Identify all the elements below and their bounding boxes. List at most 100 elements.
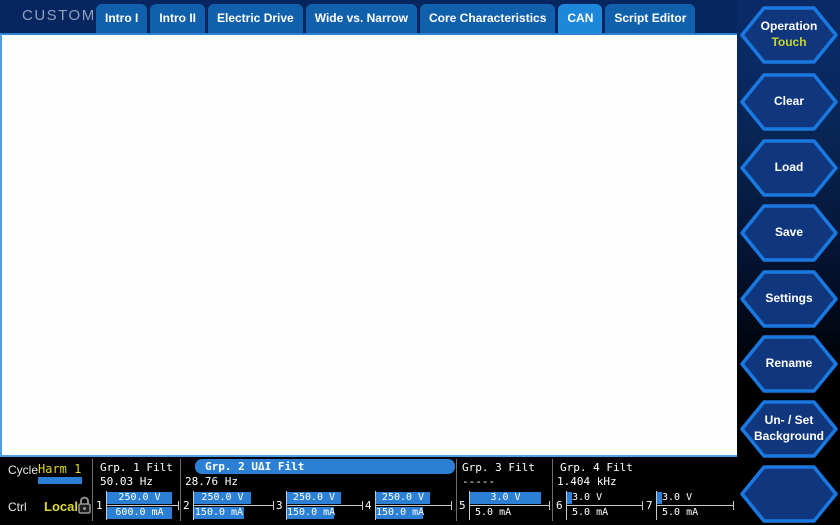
voltage-range-bar: [376, 492, 430, 504]
sync-source-label: Cycle: [8, 463, 39, 477]
tab-wide-vs-narrow[interactable]: Wide vs. Narrow: [305, 4, 417, 33]
group-header-2-selected[interactable]: Grp. 2 UΔI Filt: [195, 459, 455, 474]
range-start-tick: [106, 491, 107, 520]
current-range-value: 5.0 mA: [662, 507, 699, 518]
hexagon-label: Save: [774, 225, 804, 240]
tab-electric-drive[interactable]: Electric Drive: [208, 4, 303, 33]
hexagon-shape: [740, 6, 838, 64]
screen-mode-label: CUSTOM: [22, 7, 96, 24]
sidebar-button-settings[interactable]: Settings: [739, 269, 839, 329]
current-range-value: 5.0 mA: [572, 507, 609, 518]
range-axis: [566, 505, 643, 506]
channel-2-range[interactable]: 2 250.0 V 150.0 mA: [183, 489, 275, 523]
voltage-range-bar: [470, 492, 541, 504]
channel-number: 3: [276, 499, 283, 512]
sidebar: Operation Touch Clear Load Save Settings Renam…: [737, 0, 840, 525]
sidebar-button-operation[interactable]: Operation Touch: [739, 5, 839, 65]
channel-1-range[interactable]: 1 250.0 V 600.0 mA: [96, 489, 180, 523]
sync-progress-bar: [38, 477, 82, 484]
current-range-bar: [107, 507, 172, 519]
voltage-range-value: 3.0 V: [572, 492, 603, 503]
group-header-4[interactable]: Grp. 4 Filt: [560, 461, 633, 474]
group-header-1[interactable]: Grp. 1 Filt: [100, 461, 173, 474]
hexagon-label: Operation Touch: [760, 19, 818, 49]
sidebar-button-clear[interactable]: Clear: [739, 72, 839, 132]
range-start-tick: [566, 491, 567, 520]
voltage-range-bar: [287, 492, 341, 504]
control-mode-value[interactable]: Local: [44, 499, 78, 514]
range-axis: [193, 505, 274, 506]
channel-4-range[interactable]: 4 250.0 V 150.0 mA: [365, 489, 453, 523]
channel-number: 1: [96, 499, 103, 512]
voltage-range-bar: [194, 492, 251, 504]
channel-number: 5: [459, 499, 466, 512]
control-mode-label: Ctrl: [8, 500, 27, 514]
tab-bar: Intro I Intro II Electric Drive Wide vs. Na…: [96, 4, 696, 33]
voltage-range-value: 250.0 V: [201, 492, 244, 503]
group-header-3[interactable]: Grp. 3 Filt: [462, 461, 535, 474]
group-2-frequency: 28.76 Hz: [185, 475, 238, 488]
tab-core-characteristics[interactable]: Core Characteristics: [419, 4, 556, 33]
range-end-tick: [733, 501, 734, 510]
hexagon-shape: [740, 73, 838, 131]
sidebar-button-save[interactable]: Save: [739, 203, 839, 263]
hexagon-label: Settings: [765, 291, 813, 306]
voltage-range-value: 250.0 V: [118, 492, 161, 503]
range-axis: [375, 505, 452, 506]
range-axis: [469, 505, 550, 506]
current-range-bar: [376, 507, 423, 519]
voltage-range-value: 3.0 V: [490, 492, 521, 503]
range-start-tick: [469, 491, 470, 520]
range-start-tick: [286, 491, 287, 520]
statusbar-divider: [456, 459, 457, 521]
channel-3-range[interactable]: 3 250.0 V 150.0 mA: [276, 489, 364, 523]
statusbar-divider: [92, 459, 93, 521]
hexagon-shape: [740, 139, 838, 197]
sidebar-button-load[interactable]: Load: [739, 138, 839, 198]
hexagon-label: [739, 464, 839, 524]
sidebar-button-un-set[interactable]: Un- / Set Background: [739, 399, 839, 459]
hexagon-label: Clear: [773, 94, 805, 109]
tab-can[interactable]: CAN: [558, 4, 603, 33]
group-1-frequency: 50.03 Hz: [100, 475, 153, 488]
main-panel: [0, 33, 739, 457]
range-end-tick: [273, 501, 274, 510]
tab-intro-i[interactable]: Intro I: [96, 4, 148, 33]
hexagon-shape: [740, 270, 838, 328]
statusbar-divider: [180, 459, 181, 521]
tab-script-editor[interactable]: Script Editor: [605, 4, 696, 33]
voltage-range-value: 3.0 V: [662, 492, 693, 503]
channel-6-range[interactable]: 6 3.0 V 5.0 mA: [556, 489, 644, 523]
statusbar-divider: [552, 459, 553, 521]
range-end-tick: [549, 501, 550, 510]
channel-7-range[interactable]: 7 3.0 V 5.0 mA: [646, 489, 735, 523]
hexagon-label: Load: [774, 160, 804, 175]
group-4-frequency: 1.404 kHz: [557, 475, 617, 488]
channel-5-range[interactable]: 5 3.0 V 5.0 mA: [459, 489, 551, 523]
current-range-value: 150.0 mA: [376, 507, 425, 518]
current-range-value: 150.0 mA: [287, 507, 336, 518]
hexagon-label: Rename: [765, 356, 813, 371]
voltage-range-bar: [567, 492, 572, 504]
hexagon-shape: [740, 465, 838, 523]
range-start-tick: [656, 491, 657, 520]
hexagon-shape: [740, 400, 838, 458]
range-axis: [286, 505, 363, 506]
sync-source-value[interactable]: Harm 1: [38, 462, 82, 476]
hexagon-shape: [740, 335, 838, 393]
range-end-tick: [451, 501, 452, 510]
hexagon-shape: [740, 204, 838, 262]
range-end-tick: [642, 501, 643, 510]
current-range-value: 150.0 mA: [194, 507, 244, 518]
sidebar-button-blank[interactable]: [739, 464, 839, 524]
lock-icon[interactable]: [77, 495, 92, 514]
voltage-range-value: 250.0 V: [292, 492, 336, 503]
tab-intro-ii[interactable]: Intro II: [150, 4, 205, 33]
status-bar: Cycle Harm 1 Ctrl Local Grp. 1 Filt 50.03…: [0, 457, 737, 525]
current-range-bar: [194, 507, 244, 519]
range-start-tick: [193, 491, 194, 520]
range-end-tick: [362, 501, 363, 510]
current-range-bar: [287, 507, 334, 519]
sidebar-button-rename[interactable]: Rename: [739, 334, 839, 394]
